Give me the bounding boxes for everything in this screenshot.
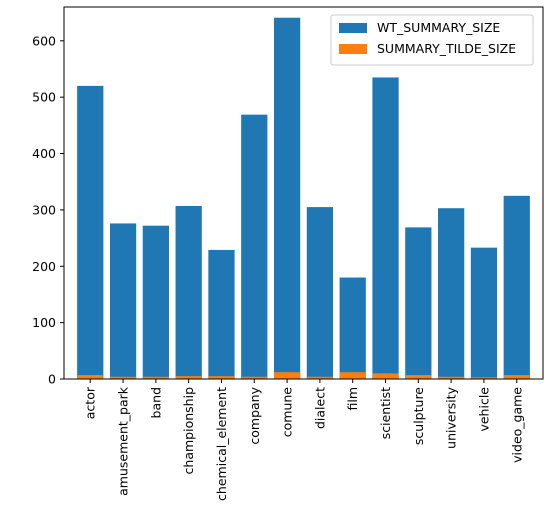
- x-tick-label-amusement-park: amusement_park: [116, 386, 131, 496]
- x-tick-label-dialect: dialect: [312, 387, 327, 429]
- x-tick-label-championship: championship: [181, 387, 196, 475]
- bar-summary-tilde-size-actor: [77, 375, 104, 379]
- bar-summary-tilde-size-company: [241, 376, 268, 379]
- legend-label-summary-tilde-size: SUMMARY_TILDE_SIZE: [377, 41, 516, 56]
- bar-wt-summary-size-university: [438, 208, 465, 379]
- bar-summary-tilde-size-amusement-park: [109, 376, 137, 379]
- y-tick-label: 300: [32, 202, 56, 217]
- bar-wt-summary-size-dialect: [306, 207, 334, 379]
- bar-wt-summary-size-band: [142, 225, 169, 379]
- bar-wt-summary-size-comune: [273, 17, 301, 379]
- bar-wt-summary-size-chemical-element: [208, 249, 235, 379]
- legend-frame: [330, 14, 534, 66]
- bar-summary-tilde-size-film: [339, 372, 366, 379]
- bar-wt-summary-size-scientist: [372, 77, 399, 380]
- y-tick-label: 200: [32, 259, 56, 274]
- bar-summary-tilde-size-chemical-element: [208, 376, 235, 379]
- bar-summary-tilde-size-scientist: [372, 373, 399, 379]
- x-tick-label-sculpture: sculpture: [411, 387, 426, 445]
- x-tick-label-vehicle: vehicle: [476, 387, 491, 432]
- legend-swatch-summary-tilde-size: [339, 44, 367, 54]
- x-tick-label-video-game: video_game: [509, 387, 524, 463]
- bar-summary-tilde-size-dialect: [306, 376, 334, 379]
- legend: WT_SUMMARY_SIZE SUMMARY_TILDE_SIZE: [330, 14, 534, 66]
- y-tick-label: 100: [32, 315, 56, 330]
- bar-summary-tilde-size-vehicle: [470, 377, 498, 379]
- bars-group: [77, 17, 530, 380]
- y-tick-label: 500: [32, 90, 56, 105]
- bar-wt-summary-size-vehicle: [470, 247, 498, 379]
- axes-group: 0 100 200 300 400 500 600 actor amusement_park ba…: [32, 6, 544, 501]
- bar-wt-summary-size-sculpture: [405, 227, 432, 379]
- bar-wt-summary-size-video-game: [503, 195, 530, 379]
- bar-summary-tilde-size-comune: [273, 372, 301, 379]
- x-tick-label-chemical-element: chemical_element: [214, 387, 229, 501]
- x-tick-label-university: university: [444, 386, 459, 448]
- x-tick-label-band: band: [148, 387, 163, 418]
- x-tick-label-film: film: [345, 387, 360, 411]
- bar-wt-summary-size-film: [339, 277, 366, 379]
- bar-wt-summary-size-championship: [175, 205, 202, 379]
- x-tick-label-scientist: scientist: [378, 387, 393, 439]
- bar-summary-tilde-size-championship: [175, 376, 202, 379]
- legend-label-wt-summary-size: WT_SUMMARY_SIZE: [377, 20, 500, 35]
- bar-wt-summary-size-company: [241, 114, 268, 380]
- x-tick-label-comune: comune: [280, 387, 295, 438]
- bar-wt-summary-size-actor: [77, 85, 104, 379]
- y-tick-label: 400: [32, 146, 56, 161]
- x-tick-label-actor: actor: [83, 386, 98, 419]
- y-tick-label: 600: [32, 33, 56, 48]
- legend-swatch-wt-summary-size: [339, 23, 367, 33]
- bar-summary-tilde-size-sculpture: [405, 375, 432, 379]
- bar-summary-tilde-size-video-game: [503, 375, 530, 379]
- bar-summary-tilde-size-band: [142, 376, 169, 379]
- bar-wt-summary-size-amusement-park: [109, 223, 137, 379]
- bar-summary-tilde-size-university: [438, 376, 465, 379]
- x-tick-label-company: company: [247, 386, 262, 444]
- y-tick-label: 0: [48, 372, 56, 387]
- plot-frame: [63, 6, 544, 380]
